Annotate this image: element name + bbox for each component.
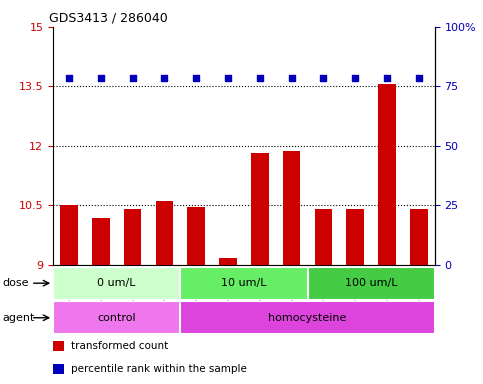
Bar [314, 209, 332, 265]
Text: 0 um/L: 0 um/L [98, 278, 136, 288]
Point [256, 74, 264, 81]
Text: control: control [98, 313, 136, 323]
Bar [410, 209, 427, 265]
Bar [219, 258, 237, 265]
Bar [156, 201, 173, 265]
Point [129, 74, 137, 81]
Text: transformed count: transformed count [71, 341, 168, 351]
Bar [60, 205, 78, 265]
Point [288, 74, 296, 81]
Point [351, 74, 359, 81]
Bar [283, 151, 300, 265]
Bar [378, 84, 396, 265]
Bar [308, 267, 435, 300]
Text: percentile rank within the sample: percentile rank within the sample [71, 364, 247, 374]
Point [65, 74, 73, 81]
Text: GDS3413 / 286040: GDS3413 / 286040 [49, 11, 168, 24]
Bar [180, 301, 435, 334]
Bar [251, 153, 269, 265]
Text: dose: dose [2, 278, 29, 288]
Point [415, 74, 423, 81]
Point [224, 74, 232, 81]
Bar [92, 218, 110, 265]
Text: agent: agent [2, 313, 35, 323]
Text: 100 um/L: 100 um/L [345, 278, 398, 288]
Bar [187, 207, 205, 265]
Text: homocysteine: homocysteine [269, 313, 347, 323]
Bar [53, 301, 180, 334]
Point [97, 74, 105, 81]
Text: 10 um/L: 10 um/L [221, 278, 267, 288]
Point [160, 74, 168, 81]
Point [192, 74, 200, 81]
Point [320, 74, 327, 81]
Bar [124, 209, 142, 265]
Point [383, 74, 391, 81]
Bar [53, 267, 180, 300]
Bar [180, 267, 308, 300]
Bar [346, 209, 364, 265]
